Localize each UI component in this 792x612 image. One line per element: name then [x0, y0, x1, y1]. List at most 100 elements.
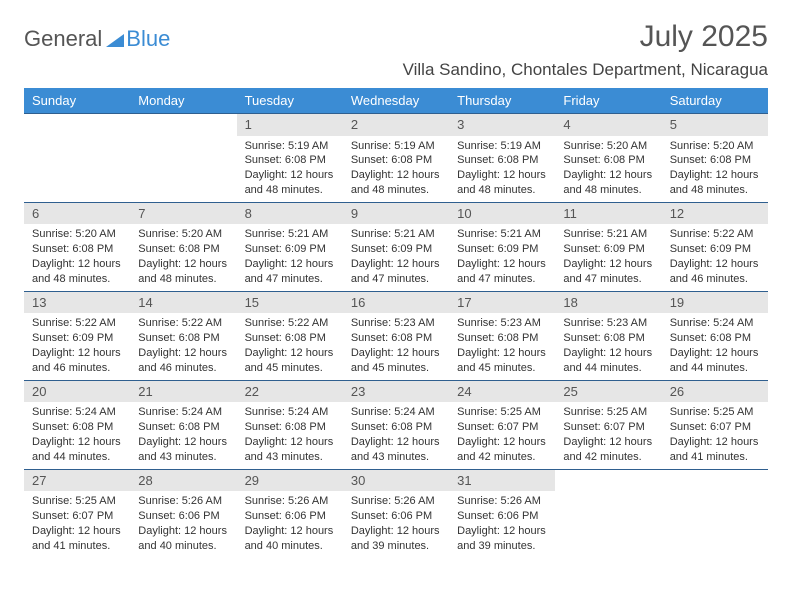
sunset-line: Sunset: 6:08 PM: [351, 331, 441, 346]
day-number: 20: [24, 381, 130, 403]
day-number: 25: [555, 381, 661, 403]
day-number: 8: [237, 203, 343, 225]
calendar-cell: 12Sunrise: 5:22 AMSunset: 6:09 PMDayligh…: [662, 202, 768, 291]
calendar-cell: 31Sunrise: 5:26 AMSunset: 6:06 PMDayligh…: [449, 469, 555, 557]
daylight-line: Daylight: 12 hours and 48 minutes.: [138, 257, 228, 287]
day-number: 28: [130, 470, 236, 492]
calendar-cell: 29Sunrise: 5:26 AMSunset: 6:06 PMDayligh…: [237, 469, 343, 557]
day-content: Sunrise: 5:20 AMSunset: 6:08 PMDaylight:…: [555, 136, 661, 202]
day-number: 22: [237, 381, 343, 403]
calendar-cell: 30Sunrise: 5:26 AMSunset: 6:06 PMDayligh…: [343, 469, 449, 557]
day-content: Sunrise: 5:24 AMSunset: 6:08 PMDaylight:…: [237, 402, 343, 468]
calendar-cell: 4Sunrise: 5:20 AMSunset: 6:08 PMDaylight…: [555, 114, 661, 203]
day-content: Sunrise: 5:21 AMSunset: 6:09 PMDaylight:…: [555, 224, 661, 290]
daylight-line: Daylight: 12 hours and 43 minutes.: [245, 435, 335, 465]
sunset-line: Sunset: 6:08 PM: [563, 153, 653, 168]
day-number: 27: [24, 470, 130, 492]
calendar-cell: 5Sunrise: 5:20 AMSunset: 6:08 PMDaylight…: [662, 114, 768, 203]
day-content: Sunrise: 5:25 AMSunset: 6:07 PMDaylight:…: [24, 491, 130, 557]
day-content: Sunrise: 5:21 AMSunset: 6:09 PMDaylight:…: [237, 224, 343, 290]
daylight-line: Daylight: 12 hours and 47 minutes.: [563, 257, 653, 287]
sunrise-line: Sunrise: 5:26 AM: [245, 494, 335, 509]
daylight-line: Daylight: 12 hours and 43 minutes.: [351, 435, 441, 465]
sunrise-line: Sunrise: 5:20 AM: [138, 227, 228, 242]
calendar-cell: 23Sunrise: 5:24 AMSunset: 6:08 PMDayligh…: [343, 380, 449, 469]
sunset-line: Sunset: 6:09 PM: [563, 242, 653, 257]
day-content: Sunrise: 5:22 AMSunset: 6:08 PMDaylight:…: [130, 313, 236, 379]
brand-triangle-icon: [106, 31, 124, 47]
calendar-cell: 17Sunrise: 5:23 AMSunset: 6:08 PMDayligh…: [449, 291, 555, 380]
calendar-cell: [130, 114, 236, 203]
day-number: 13: [24, 292, 130, 314]
sunset-line: Sunset: 6:09 PM: [457, 242, 547, 257]
calendar-cell: 6Sunrise: 5:20 AMSunset: 6:08 PMDaylight…: [24, 202, 130, 291]
day-content: Sunrise: 5:25 AMSunset: 6:07 PMDaylight:…: [662, 402, 768, 468]
calendar-cell: [24, 114, 130, 203]
day-content: Sunrise: 5:23 AMSunset: 6:08 PMDaylight:…: [343, 313, 449, 379]
day-content: Sunrise: 5:19 AMSunset: 6:08 PMDaylight:…: [449, 136, 555, 202]
daylight-line: Daylight: 12 hours and 39 minutes.: [351, 524, 441, 554]
calendar-cell: [662, 469, 768, 557]
day-number: 14: [130, 292, 236, 314]
day-content: Sunrise: 5:19 AMSunset: 6:08 PMDaylight:…: [237, 136, 343, 202]
daylight-line: Daylight: 12 hours and 47 minutes.: [351, 257, 441, 287]
day-header: Monday: [130, 88, 236, 114]
calendar-body: 1Sunrise: 5:19 AMSunset: 6:08 PMDaylight…: [24, 114, 768, 558]
calendar-cell: 10Sunrise: 5:21 AMSunset: 6:09 PMDayligh…: [449, 202, 555, 291]
calendar-cell: 16Sunrise: 5:23 AMSunset: 6:08 PMDayligh…: [343, 291, 449, 380]
sunrise-line: Sunrise: 5:21 AM: [351, 227, 441, 242]
day-header: Tuesday: [237, 88, 343, 114]
daylight-line: Daylight: 12 hours and 39 minutes.: [457, 524, 547, 554]
sunrise-line: Sunrise: 5:23 AM: [351, 316, 441, 331]
calendar-cell: 24Sunrise: 5:25 AMSunset: 6:07 PMDayligh…: [449, 380, 555, 469]
daylight-line: Daylight: 12 hours and 48 minutes.: [32, 257, 122, 287]
day-number: 11: [555, 203, 661, 225]
sunset-line: Sunset: 6:08 PM: [138, 420, 228, 435]
daylight-line: Daylight: 12 hours and 41 minutes.: [32, 524, 122, 554]
sunset-line: Sunset: 6:07 PM: [670, 420, 760, 435]
sunrise-line: Sunrise: 5:25 AM: [563, 405, 653, 420]
calendar-row: 6Sunrise: 5:20 AMSunset: 6:08 PMDaylight…: [24, 202, 768, 291]
daylight-line: Daylight: 12 hours and 41 minutes.: [670, 435, 760, 465]
day-content: Sunrise: 5:22 AMSunset: 6:09 PMDaylight:…: [24, 313, 130, 379]
day-content: Sunrise: 5:24 AMSunset: 6:08 PMDaylight:…: [343, 402, 449, 468]
calendar-cell: 8Sunrise: 5:21 AMSunset: 6:09 PMDaylight…: [237, 202, 343, 291]
day-content: Sunrise: 5:20 AMSunset: 6:08 PMDaylight:…: [24, 224, 130, 290]
sunrise-line: Sunrise: 5:22 AM: [32, 316, 122, 331]
day-content: Sunrise: 5:25 AMSunset: 6:07 PMDaylight:…: [555, 402, 661, 468]
sunset-line: Sunset: 6:08 PM: [670, 331, 760, 346]
day-header: Friday: [555, 88, 661, 114]
sunrise-line: Sunrise: 5:24 AM: [670, 316, 760, 331]
sunset-line: Sunset: 6:08 PM: [138, 331, 228, 346]
daylight-line: Daylight: 12 hours and 47 minutes.: [245, 257, 335, 287]
sunset-line: Sunset: 6:06 PM: [138, 509, 228, 524]
daylight-line: Daylight: 12 hours and 44 minutes.: [32, 435, 122, 465]
day-header: Wednesday: [343, 88, 449, 114]
sunrise-line: Sunrise: 5:26 AM: [351, 494, 441, 509]
calendar-cell: 26Sunrise: 5:25 AMSunset: 6:07 PMDayligh…: [662, 380, 768, 469]
calendar-cell: 1Sunrise: 5:19 AMSunset: 6:08 PMDaylight…: [237, 114, 343, 203]
sunrise-line: Sunrise: 5:22 AM: [138, 316, 228, 331]
sunrise-line: Sunrise: 5:21 AM: [245, 227, 335, 242]
sunrise-line: Sunrise: 5:21 AM: [563, 227, 653, 242]
daylight-line: Daylight: 12 hours and 40 minutes.: [245, 524, 335, 554]
daylight-line: Daylight: 12 hours and 45 minutes.: [457, 346, 547, 376]
sunrise-line: Sunrise: 5:26 AM: [138, 494, 228, 509]
calendar-cell: 27Sunrise: 5:25 AMSunset: 6:07 PMDayligh…: [24, 469, 130, 557]
sunrise-line: Sunrise: 5:19 AM: [245, 139, 335, 154]
day-content: Sunrise: 5:26 AMSunset: 6:06 PMDaylight:…: [237, 491, 343, 557]
sunrise-line: Sunrise: 5:24 AM: [351, 405, 441, 420]
sunrise-line: Sunrise: 5:20 AM: [563, 139, 653, 154]
day-number: 9: [343, 203, 449, 225]
day-content: Sunrise: 5:23 AMSunset: 6:08 PMDaylight:…: [449, 313, 555, 379]
sunset-line: Sunset: 6:08 PM: [351, 153, 441, 168]
location-text: Villa Sandino, Chontales Department, Nic…: [403, 60, 768, 80]
day-number: 10: [449, 203, 555, 225]
sunrise-line: Sunrise: 5:24 AM: [245, 405, 335, 420]
daylight-line: Daylight: 12 hours and 48 minutes.: [351, 168, 441, 198]
day-number: 18: [555, 292, 661, 314]
month-title: July 2025: [403, 20, 768, 54]
sunset-line: Sunset: 6:07 PM: [32, 509, 122, 524]
calendar-cell: 11Sunrise: 5:21 AMSunset: 6:09 PMDayligh…: [555, 202, 661, 291]
sunset-line: Sunset: 6:08 PM: [457, 153, 547, 168]
